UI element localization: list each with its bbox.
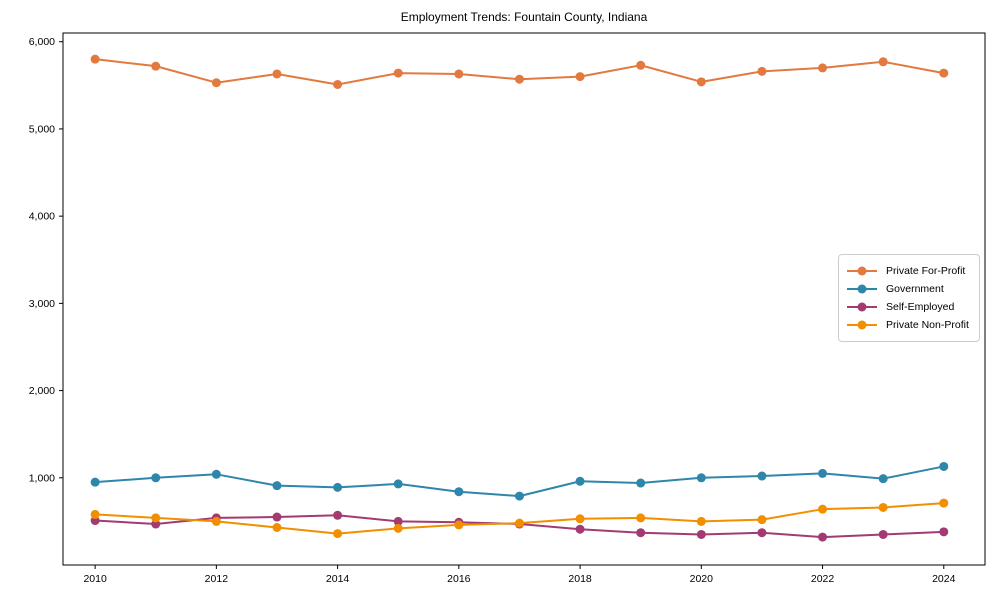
data-point [939, 498, 949, 508]
x-tick-label: 2024 [932, 573, 956, 585]
data-point [575, 476, 585, 486]
data-point [757, 471, 767, 481]
data-point [514, 518, 524, 528]
data-point [151, 61, 161, 71]
x-tick-label: 2012 [205, 573, 229, 585]
legend-marker-icon [847, 266, 877, 276]
data-point [151, 473, 161, 483]
series-private-non-profit [90, 498, 949, 539]
data-point [636, 478, 646, 488]
data-point [333, 529, 343, 539]
data-point [818, 63, 828, 73]
legend-marker-icon [847, 302, 877, 312]
data-point [90, 477, 100, 487]
data-point [696, 516, 706, 526]
legend-dot-icon [857, 266, 867, 276]
data-point [393, 523, 403, 533]
data-point [636, 60, 646, 70]
x-tick-label: 2014 [326, 573, 350, 585]
data-point [696, 473, 706, 483]
data-point [211, 78, 221, 88]
data-point [514, 491, 524, 501]
data-point [393, 68, 403, 78]
legend-item-label: Government [886, 283, 944, 295]
data-point [575, 514, 585, 524]
y-axis: 1,000 2,000 3,000 4,000 5,000 6,000 [29, 36, 63, 484]
legend-item-label: Self-Employed [886, 301, 955, 313]
chart-title: Employment Trends: Fountain County, Indi… [400, 10, 648, 24]
legend-item-label: Private Non-Profit [886, 319, 969, 331]
y-tick-label: 1,000 [29, 472, 55, 484]
data-point [272, 481, 282, 491]
legend-dot-icon [857, 302, 867, 312]
y-tick-label: 5,000 [29, 123, 55, 135]
series-government [90, 461, 949, 501]
data-point [818, 504, 828, 514]
data-point [939, 527, 949, 537]
data-point [90, 509, 100, 519]
legend-item: Private Non-Profit [847, 316, 971, 334]
data-point [636, 528, 646, 538]
x-tick-label: 2020 [690, 573, 714, 585]
data-point [333, 482, 343, 492]
data-point [878, 502, 888, 512]
y-tick-label: 6,000 [29, 36, 55, 48]
legend-marker-icon [847, 284, 877, 294]
data-point [636, 513, 646, 523]
data-point [393, 516, 403, 526]
data-point [514, 74, 524, 84]
data-point [757, 528, 767, 538]
data-point [575, 72, 585, 82]
data-point [454, 520, 464, 530]
data-point [272, 522, 282, 532]
legend-dot-icon [857, 284, 867, 294]
x-tick-label: 2016 [447, 573, 471, 585]
data-point [272, 512, 282, 522]
x-tick-label: 2018 [568, 573, 592, 585]
data-point [939, 461, 949, 471]
data-point [939, 68, 949, 78]
x-tick-label: 2010 [83, 573, 107, 585]
data-point [151, 513, 161, 523]
data-point [696, 77, 706, 87]
y-tick-label: 4,000 [29, 211, 55, 223]
series-private-for-profit [90, 54, 949, 89]
legend-item: Self-Employed [847, 298, 971, 316]
data-point [90, 54, 100, 64]
legend-item: Private For-Profit [847, 262, 971, 280]
legend: Private For-Profit Government Self-Employe… [838, 254, 980, 342]
data-point [333, 510, 343, 520]
data-point [454, 487, 464, 497]
x-tick-label: 2022 [811, 573, 835, 585]
data-point [818, 468, 828, 478]
legend-item: Government [847, 280, 971, 298]
data-point [454, 69, 464, 79]
data-point [333, 79, 343, 89]
legend-marker-icon [847, 320, 877, 330]
legend-item-label: Private For-Profit [886, 265, 966, 277]
data-point [272, 69, 282, 79]
x-axis: 2010 2012 2014 2016 2018 2020 2022 2024 [83, 565, 956, 585]
data-point [393, 479, 403, 489]
data-point [211, 516, 221, 526]
data-point [696, 529, 706, 539]
y-tick-label: 3,000 [29, 298, 55, 310]
data-point [757, 66, 767, 76]
data-point [818, 532, 828, 542]
plot-border [62, 32, 986, 566]
legend-dot-icon [857, 320, 867, 330]
data-point [878, 57, 888, 67]
data-point [757, 515, 767, 525]
data-point [211, 469, 221, 479]
data-point [575, 524, 585, 534]
y-tick-label: 2,000 [29, 385, 55, 397]
data-point [878, 474, 888, 484]
data-point [878, 529, 888, 539]
